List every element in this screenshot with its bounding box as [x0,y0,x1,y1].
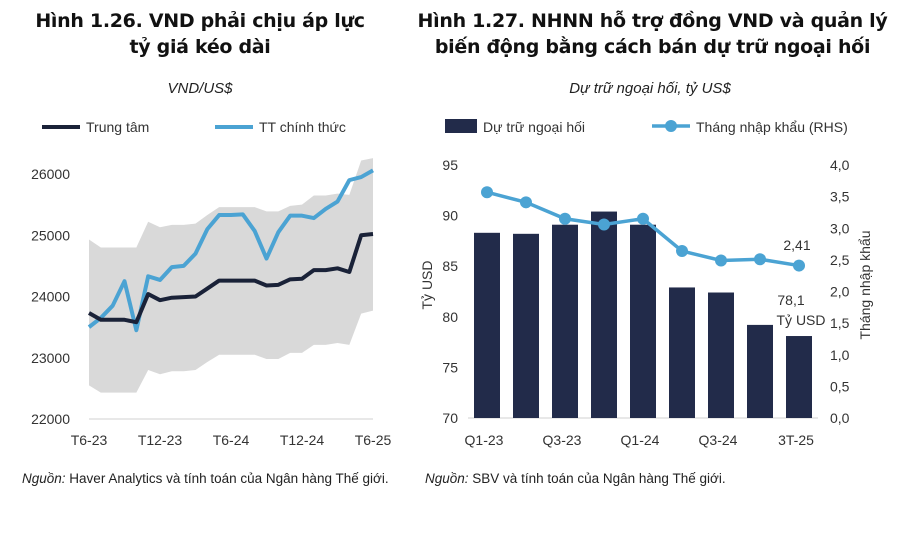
x-tick-label: T12-23 [138,432,183,448]
title-line: biến động bằng cách bán dự trữ ngoại hối [434,36,871,58]
y2-tick-label: 3,0 [830,220,850,236]
annotation-last-months: 2,41 [783,237,810,253]
y2-tick-label: 4,0 [830,157,850,173]
import-months-marker [637,212,649,225]
x-tick-label: Q1-23 [465,432,504,448]
import-months-marker [676,245,688,258]
annotation-unit: Tỷ USD [777,312,826,328]
y-tick-label: 22000 [31,411,70,427]
y-tick-label: 80 [442,309,458,325]
reserve-bar [474,232,500,418]
y-tick-label: 85 [442,258,458,274]
legend-reserve-swatch [445,119,477,133]
legend-months-marker [665,120,677,132]
source-text: SBV và tính toán của Ngân hàng Thế giới. [468,471,726,486]
right-subtitle: Dự trữ ngoại hối, tỷ US$ [569,80,731,97]
left-subtitle: VND/US$ [167,80,233,97]
import-months-marker [598,218,610,231]
annotation-last-reserve: 78,1 [777,292,804,308]
y-tick-label: 75 [442,359,458,375]
y2-tick-label: 3,5 [830,189,850,205]
y-axis-title: Tỷ USD [419,261,435,310]
left-source: Nguồn: Haver Analytics và tính toán của … [22,468,402,489]
legend-months-label: Tháng nhập khẩu (RHS) [696,119,848,135]
x-tick-label: T12-24 [280,432,325,448]
source-text: Haver Analytics và tính toán của Ngân hà… [65,471,389,486]
reserve-bar [669,287,695,418]
y2-tick-label: 2,0 [830,284,850,300]
reserve-bar [786,336,812,418]
title-line: Hình 1.27. NHNN hỗ trợ đồng VND và quản … [417,10,888,32]
source-label: Nguồn: [425,471,469,486]
source-label: Nguồn: [22,471,66,486]
x-tick-label: Q3-23 [543,432,582,448]
series-line-central [88,232,374,325]
right-source: Nguồn: SBV và tính toán của Ngân hàng Th… [425,468,885,489]
import-months-marker [754,253,766,266]
series-line-official [87,168,374,333]
y2-tick-label: 0,0 [830,410,850,426]
y2-tick-label: 1,5 [830,315,850,331]
y2-tick-label: 2,5 [830,252,850,268]
y-tick-label: 24000 [31,289,70,305]
x-tick-label: T6-25 [355,432,392,448]
legend-reserve-label: Dự trữ ngoại hối [483,119,585,135]
y-tick-label: 23000 [31,350,70,366]
y-tick-label: 70 [442,410,458,426]
y2-axis-title: Tháng nhập khẩu [857,231,873,340]
import-months-marker [715,254,727,267]
import-months-marker [520,196,532,209]
reserve-bar [747,324,773,418]
x-tick-label: Q1-24 [621,432,660,448]
y-tick-label: 25000 [31,227,70,243]
y-tick-label: 95 [442,157,458,173]
y2-tick-label: 1,0 [830,347,850,363]
import-months-marker [481,186,493,199]
left-chart-title: Hình 1.26. VND phải chịu áp lực tỷ giá ké… [0,8,400,60]
right-chart-title: Hình 1.27. NHNN hỗ trợ đồng VND và quản … [415,8,890,60]
x-tick-label: T6-24 [213,432,250,448]
y-tick-label: 90 [442,208,458,224]
x-tick-label: 3T-25 [778,432,814,448]
import-months-marker [793,259,805,272]
title-line: Hình 1.26. VND phải chịu áp lực [35,10,365,32]
reserve-bar [591,211,617,418]
x-tick-label: Q3-24 [699,432,738,448]
reserve-bar [552,224,578,418]
legend-central-label: Trung tâm [86,119,149,135]
reserve-bar [630,224,656,418]
reserve-bar [513,233,539,418]
legend-official-label: TT chính thức [259,119,346,135]
title-line: tỷ giá kéo dài [129,36,271,58]
reserve-bar [708,292,734,418]
y2-tick-label: 0,5 [830,378,850,394]
x-tick-label: T6-23 [71,432,108,448]
import-months-marker [559,212,571,225]
y-tick-label: 26000 [31,166,70,182]
